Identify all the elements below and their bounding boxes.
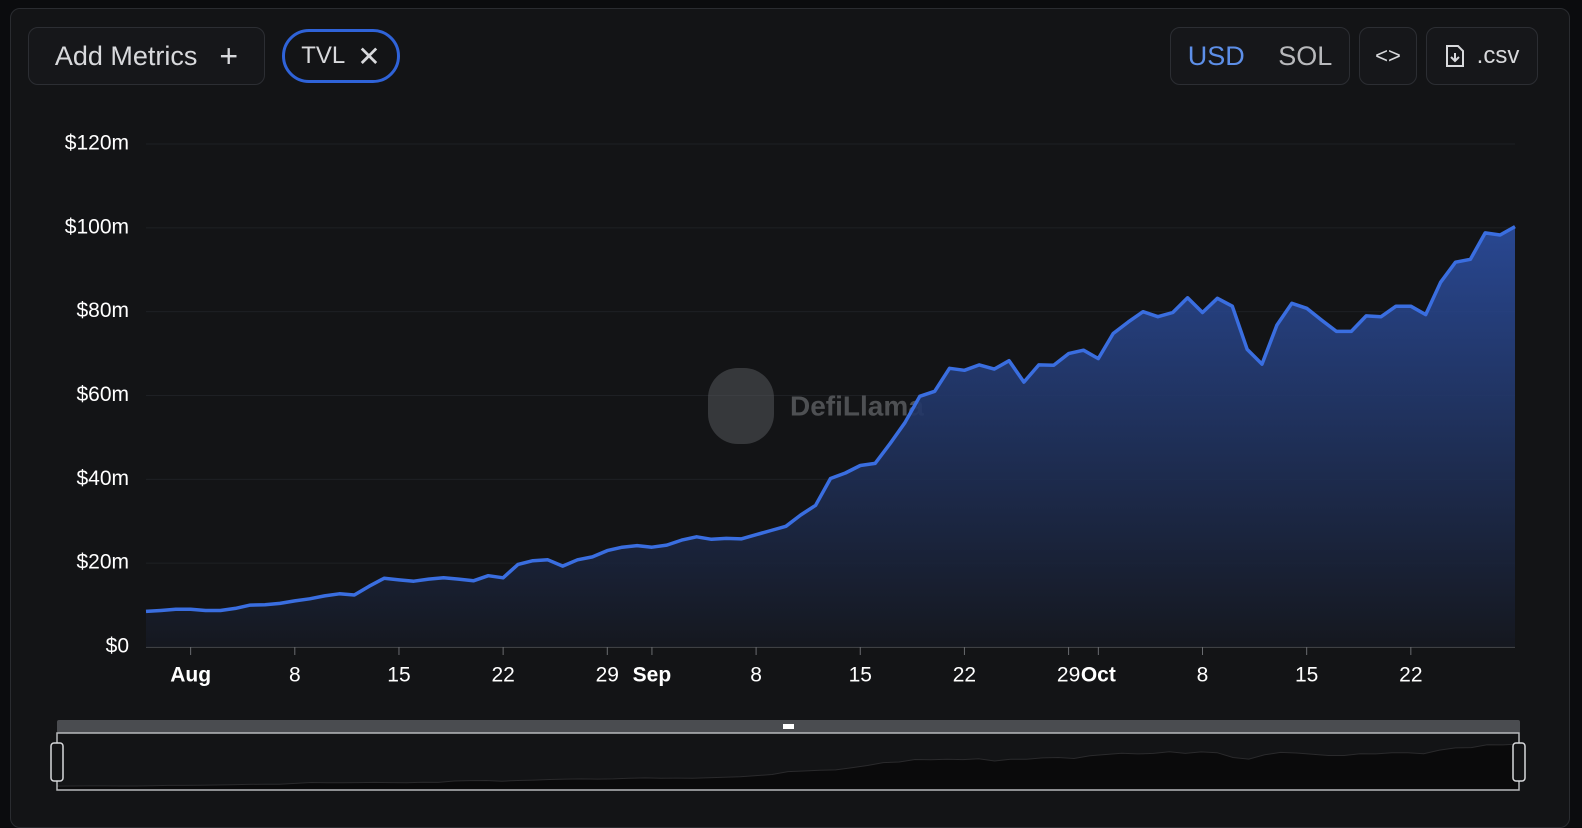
x-tick-label: 22 [953, 664, 976, 687]
line [145, 225, 1516, 614]
x-tick-label: 8 [289, 664, 301, 687]
x-tick-label: Aug [170, 664, 211, 687]
currency-option[interactable]: USD [1187, 40, 1245, 71]
x-tick-label: 15 [387, 664, 410, 687]
csv-button[interactable]: .csv [1426, 27, 1538, 85]
x-tick-label: Sep [633, 664, 672, 687]
embed-button[interactable]: <> [1359, 27, 1417, 85]
minimap-area [56, 743, 1520, 791]
y-tick-label: $20m [76, 551, 129, 574]
brush-handle[interactable] [1512, 742, 1526, 782]
y-tick-label: $60m [76, 383, 129, 406]
watermark-text: DefiLlama [790, 390, 924, 421]
metric-pill[interactable]: TVL ✕ [282, 29, 400, 83]
x-tick-label: 15 [849, 664, 872, 687]
csv-label: .csv [1476, 42, 1520, 69]
metric-label: TVL [301, 42, 346, 69]
watermark: DefiLlama [708, 368, 924, 444]
y-tick-label: $120m [65, 132, 129, 155]
x-tick-label: 29 [1057, 664, 1080, 687]
x-tick-label: 8 [750, 664, 762, 687]
x-tick-label: 15 [1295, 664, 1318, 687]
x-tick-label: 29 [596, 664, 619, 687]
plus-icon: + [219, 37, 239, 74]
x-tick-label: 22 [1399, 664, 1422, 687]
x-tick-label: Oct [1081, 664, 1116, 687]
y-tick-label: $100m [65, 215, 129, 238]
add-metrics-label: Add Metrics [54, 40, 198, 71]
currency-toggle: USD SOL [1170, 27, 1350, 85]
brush-grip [783, 724, 794, 729]
add-metrics-button[interactable]: Add Metrics + [28, 27, 265, 85]
currency-option[interactable]: SOL [1278, 40, 1333, 71]
y-tick-label: $80m [76, 299, 129, 322]
x-tick-label: 8 [1197, 664, 1209, 687]
area [146, 226, 1515, 647]
y-tick-label: $0 [106, 635, 129, 658]
x-tick-label: 22 [491, 664, 514, 687]
brush-handle[interactable] [50, 742, 64, 782]
remove-icon[interactable]: ✕ [357, 40, 381, 72]
file-icon [1445, 45, 1464, 67]
y-tick-label: $40m [76, 467, 129, 490]
